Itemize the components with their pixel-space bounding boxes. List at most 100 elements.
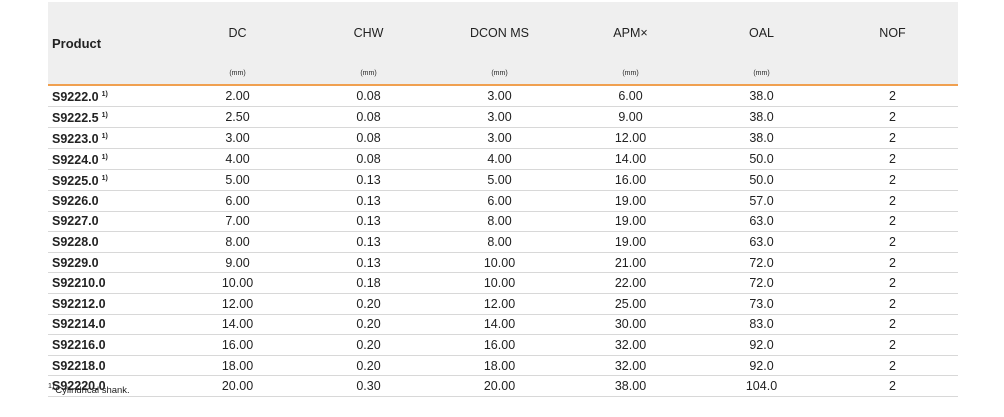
value-cell: 16.00: [172, 334, 303, 356]
table-row: S92220.0 20.00 0.30 20.00 38.00 104.0 2: [48, 375, 958, 397]
value-cell: 2: [827, 169, 958, 191]
value-cell: 2: [827, 314, 958, 336]
product-name: S9226.0: [52, 193, 99, 208]
value-cell: 19.00: [565, 231, 696, 253]
value-cell: 83.0: [696, 314, 827, 336]
footnote-text: Cylindrical shank.: [55, 385, 130, 396]
value-cell: 0.08: [303, 127, 434, 149]
table-row: S9224.0 1) 4.00 0.08 4.00 14.00 50.0 2: [48, 148, 958, 170]
value-cell: 63.0: [696, 211, 827, 233]
product-cell: S9223.0 1): [48, 127, 172, 149]
value-cell: 0.20: [303, 334, 434, 356]
product-cell: S9222.0 1): [48, 85, 172, 107]
product-cell: S92218.0: [48, 355, 172, 377]
table-row: S92210.0 10.00 0.18 10.00 22.00 72.0 2: [48, 272, 958, 294]
value-cell: 92.0: [696, 355, 827, 377]
value-cell: 2: [827, 334, 958, 356]
value-cell: 2: [827, 127, 958, 149]
header-unit: (mm): [229, 70, 246, 77]
table-row: S9222.0 1) 2.00 0.08 3.00 6.00 38.0 2: [48, 85, 958, 107]
value-cell: 10.00: [172, 272, 303, 294]
value-cell: 3.00: [434, 106, 565, 128]
header-cell: DCON MS (mm): [434, 2, 565, 85]
product-name: S9222.5: [52, 111, 99, 125]
value-cell: 2: [827, 85, 958, 107]
product-cell: S9228.0: [48, 231, 172, 253]
product-cell: S9227.0: [48, 211, 172, 233]
value-cell: 0.20: [303, 293, 434, 315]
header-unit: (mm): [753, 70, 770, 77]
product-name: S92218.0: [52, 358, 106, 373]
table-row: S9226.0 6.00 0.13 6.00 19.00 57.0 2: [48, 190, 958, 212]
value-cell: 20.00: [434, 375, 565, 397]
value-cell: 72.0: [696, 252, 827, 274]
value-cell: 72.0: [696, 272, 827, 294]
value-cell: 12.00: [565, 127, 696, 149]
table-row: S9229.0 9.00 0.13 10.00 21.00 72.0 2: [48, 252, 958, 274]
value-cell: 38.0: [696, 127, 827, 149]
value-cell: 22.00: [565, 272, 696, 294]
header-cell: NOF: [827, 2, 958, 85]
value-cell: 0.13: [303, 169, 434, 191]
value-cell: 104.0: [696, 375, 827, 397]
product-note: 1): [101, 154, 108, 161]
value-cell: 38.0: [696, 85, 827, 107]
product-cell: S9229.0: [48, 252, 172, 274]
value-cell: 8.00: [434, 211, 565, 233]
value-cell: 32.00: [565, 355, 696, 377]
value-cell: 25.00: [565, 293, 696, 315]
product-cell: S92216.0: [48, 334, 172, 356]
product-note: 1): [101, 175, 108, 182]
value-cell: 0.13: [303, 190, 434, 212]
value-cell: 18.00: [172, 355, 303, 377]
value-cell: 0.08: [303, 148, 434, 170]
value-cell: 2: [827, 231, 958, 253]
value-cell: 12.00: [434, 293, 565, 315]
value-cell: 3.00: [434, 127, 565, 149]
value-cell: 18.00: [434, 355, 565, 377]
value-cell: 30.00: [565, 314, 696, 336]
value-cell: 8.00: [172, 231, 303, 253]
value-cell: 9.00: [172, 252, 303, 274]
value-cell: 38.0: [696, 106, 827, 128]
value-cell: 2: [827, 106, 958, 128]
product-note: 1): [101, 133, 108, 140]
value-cell: 2: [827, 211, 958, 233]
value-cell: 2: [827, 293, 958, 315]
table-row: S9222.5 1) 2.50 0.08 3.00 9.00 38.0 2: [48, 106, 958, 128]
value-cell: 2: [827, 190, 958, 212]
table-row: S9223.0 1) 3.00 0.08 3.00 12.00 38.0 2: [48, 127, 958, 149]
product-name: S9229.0: [52, 255, 99, 270]
value-cell: 14.00: [172, 314, 303, 336]
value-cell: 6.00: [172, 190, 303, 212]
header-label: DC: [228, 26, 247, 40]
product-name: S92220.0: [52, 379, 106, 394]
value-cell: 92.0: [696, 334, 827, 356]
value-cell: 16.00: [565, 169, 696, 191]
value-cell: 2: [827, 252, 958, 274]
product-name: S92214.0: [52, 317, 106, 332]
value-cell: 19.00: [565, 211, 696, 233]
product-cell: S92210.0: [48, 272, 172, 294]
header-row: Product DC (mm) CHW (mm) DCON MS (mm) APM× (mm)…: [48, 2, 958, 85]
header-label: NOF: [879, 26, 906, 40]
product-cell: S9226.0: [48, 190, 172, 212]
value-cell: 0.13: [303, 211, 434, 233]
product-cell: S92214.0: [48, 314, 172, 336]
table-row: S92214.0 14.00 0.20 14.00 30.00 83.0 2: [48, 314, 958, 336]
header-cell: OAL (mm): [696, 2, 827, 85]
value-cell: 0.13: [303, 252, 434, 274]
value-cell: 6.00: [565, 85, 696, 107]
value-cell: 4.00: [172, 148, 303, 170]
value-cell: 8.00: [434, 231, 565, 253]
product-name: S9222.0: [52, 90, 99, 104]
value-cell: 57.0: [696, 190, 827, 212]
table-container: Product DC (mm) CHW (mm) DCON MS (mm) APM× (mm)…: [48, 2, 958, 397]
product-cell: S92220.0: [48, 375, 172, 397]
value-cell: 10.00: [434, 272, 565, 294]
header-cell: APM× (mm): [565, 2, 696, 85]
value-cell: 9.00: [565, 106, 696, 128]
header-label: APM×: [613, 26, 648, 40]
product-name: S9227.0: [52, 214, 99, 229]
